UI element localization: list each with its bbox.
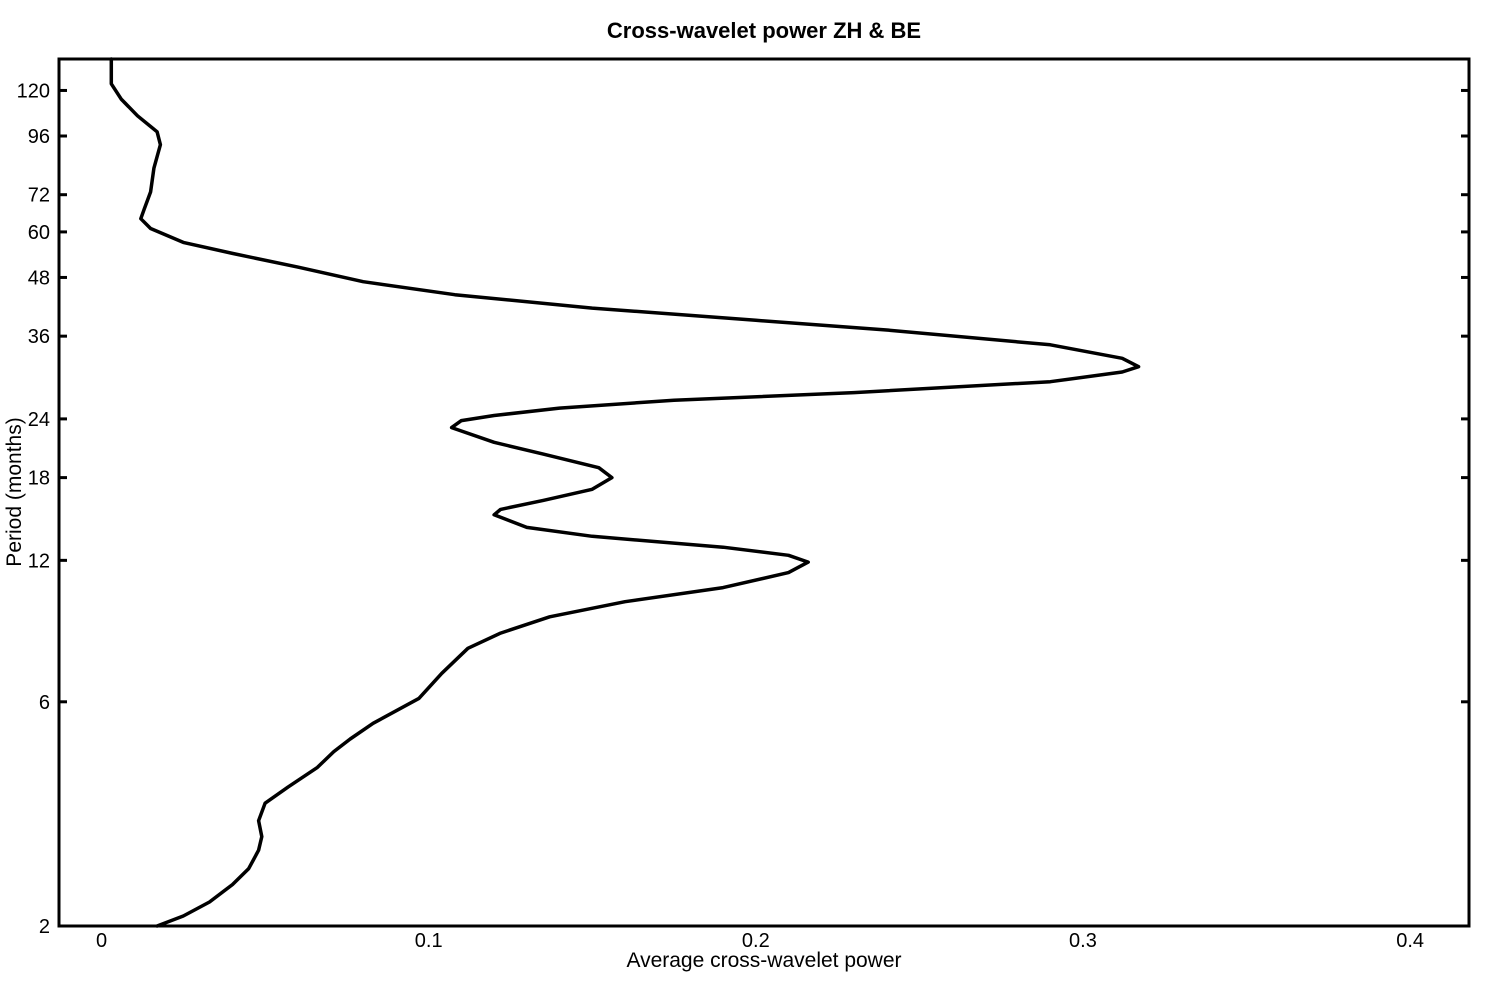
y-tick-label: 72 <box>28 185 50 207</box>
x-tick-label: 0 <box>96 930 107 952</box>
x-tick-label: 0.1 <box>415 930 443 952</box>
x-axis-ticks: 0 0.1 0.2 0.3 0.4 <box>96 930 1424 952</box>
y-axis-label: Period (months) <box>3 417 26 566</box>
plot-frame <box>57 57 1471 928</box>
x-axis-label: Average cross-wavelet power <box>626 949 901 972</box>
y-tick-label: 6 <box>39 692 50 714</box>
y-axis-ticks: 2 6 12 18 24 36 48 60 72 96 120 <box>17 80 1469 938</box>
y-tick-label: 96 <box>28 126 50 148</box>
series-line <box>109 57 1141 928</box>
y-tick-label: 36 <box>28 326 50 348</box>
y-tick-label: 18 <box>28 468 50 490</box>
y-tick-label: 2 <box>39 916 50 938</box>
y-tick-label: 24 <box>28 409 50 431</box>
chart-title: Cross-wavelet power ZH & BE <box>607 18 921 43</box>
x-tick-label: 0.4 <box>1396 930 1424 952</box>
y-tick-label: 48 <box>28 267 50 289</box>
y-tick-label: 60 <box>28 222 50 244</box>
x-tick-label: 0.3 <box>1069 930 1097 952</box>
y-tick-label: 12 <box>28 550 50 572</box>
y-tick-label: 120 <box>17 80 50 102</box>
x-tick-label: 0.2 <box>742 930 770 952</box>
series-layer <box>109 57 1141 928</box>
